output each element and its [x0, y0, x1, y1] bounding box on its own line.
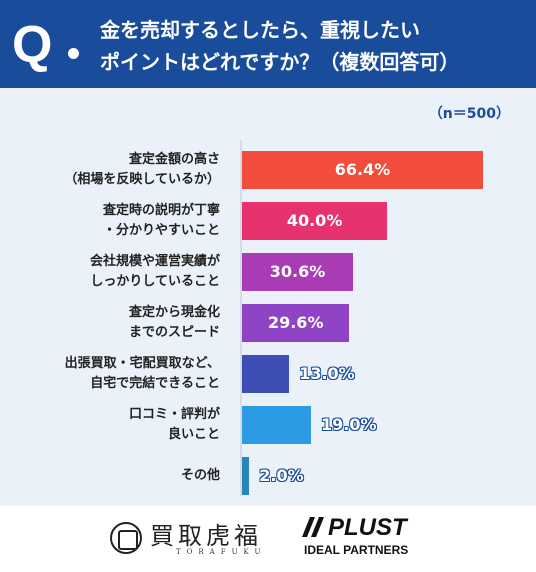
category-label: 査定金額の高さ （相場を反映しているか）: [64, 150, 220, 190]
torafuku-logo-roman: TORAFUKU: [176, 548, 267, 556]
category-label: 査定時の説明が丁寧 ・分かりやすいこと: [103, 201, 220, 241]
bar-value-label: 29.6%: [267, 313, 324, 332]
category-label: 査定から現金化 までのスピード: [129, 303, 220, 343]
footer-logos: [0, 506, 536, 572]
category-label-line: 口コミ・評判が: [128, 407, 220, 422]
category-label: その他: [181, 466, 220, 486]
category-label-line: 査定時の説明が丁寧: [102, 203, 220, 218]
category-label-line: 自宅で完結できること: [90, 376, 220, 391]
category-label-line: 良いこと: [167, 427, 220, 442]
bar-value-label: 2.0%: [259, 466, 304, 486]
bar: [242, 406, 311, 444]
category-label: 出張買取・宅配買取など、自宅で完結できること: [65, 354, 220, 394]
bar: [242, 355, 290, 393]
bar-value-label: 30.6%: [269, 262, 326, 281]
category-label-line: しっかりしていること: [90, 274, 220, 289]
plust-logo-name: PLUST: [328, 514, 407, 541]
question-header: Q 金を売却するとしたら、重視したい ポイントはどれですか？（複数回答可）: [0, 0, 536, 88]
bar-value-label: 19.0%: [320, 415, 377, 435]
category-label-line: 査定から現金化: [128, 305, 220, 320]
bar: [242, 202, 388, 240]
bar: [242, 457, 250, 495]
q-mark: Q: [12, 16, 53, 74]
bar-value-label: 66.4%: [334, 160, 391, 179]
q-dot: [68, 48, 79, 59]
question-line-1: 金を売却するとしたら、重視したい: [100, 18, 420, 42]
bar-value-label: 13.0%: [299, 364, 356, 384]
category-label: 口コミ・評判が良いこと: [129, 405, 220, 445]
bar: [242, 304, 350, 342]
category-label-line: （相場を反映しているか）: [64, 172, 220, 187]
bar: [242, 151, 484, 189]
plust-logo-icon: [302, 517, 324, 537]
category-label-line: 出張買取・宅配買取など、: [64, 356, 220, 371]
bar: [242, 253, 354, 291]
bar-value-label: 40.0%: [286, 211, 343, 230]
category-label: 会社規模や運営実績が しっかりしていること: [90, 252, 220, 292]
category-label-line: 会社規模や運営実績が: [89, 254, 220, 269]
category-label-line: 査定金額の高さ: [128, 152, 220, 167]
sample-size-label: （n＝500）: [428, 106, 510, 122]
plust-logo-subtitle: IDEAL PARTNERS: [304, 543, 409, 557]
chart-axis-line: [240, 140, 242, 496]
torafuku-logo-name: 買取虎福: [150, 522, 262, 550]
torafuku-logo-icon: [110, 522, 142, 554]
category-label-line: その他: [180, 468, 220, 483]
question-line-2: ポイントはどれですか？（複数回答可）: [100, 50, 460, 74]
category-label-line: ・分かりやすいこと: [102, 223, 220, 238]
category-label-line: までのスピード: [128, 325, 220, 340]
